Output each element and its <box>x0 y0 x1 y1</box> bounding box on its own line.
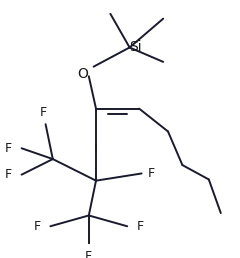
Text: F: F <box>5 142 12 155</box>
Text: F: F <box>40 106 47 119</box>
Text: F: F <box>85 250 92 258</box>
Text: Si: Si <box>129 41 142 54</box>
Text: F: F <box>148 167 155 180</box>
Text: F: F <box>5 168 12 181</box>
Text: F: F <box>34 220 41 233</box>
Text: O: O <box>77 67 88 81</box>
Text: F: F <box>137 220 144 233</box>
